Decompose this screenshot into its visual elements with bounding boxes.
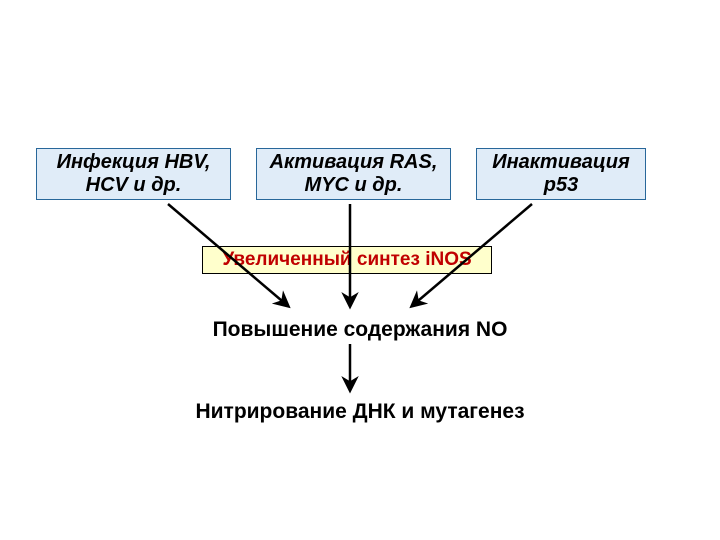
banner-inos-label: Увеличенный синтез iNOS [222,249,471,271]
text-dna-nitration: Нитрирование ДНК и мутагенез [0,400,720,424]
box-infection: Инфекция HBV, HCV и др. [36,148,231,200]
text-no-increase: Повышение содержания NO [0,318,720,342]
box-inactivation-label: Инактивация р53 [481,151,641,197]
box-inactivation: Инактивация р53 [476,148,646,200]
arrows-group [168,204,532,390]
text-dna-nitration-label: Нитрирование ДНК и мутагенез [195,400,524,423]
text-no-increase-label: Повышение содержания NO [213,318,508,341]
box-infection-label: Инфекция HBV, HCV и др. [41,151,226,197]
box-activation: Активация RAS, MYC и др. [256,148,451,200]
banner-inos: Увеличенный синтез iNOS [202,246,492,274]
box-activation-label: Активация RAS, MYC и др. [261,151,446,197]
